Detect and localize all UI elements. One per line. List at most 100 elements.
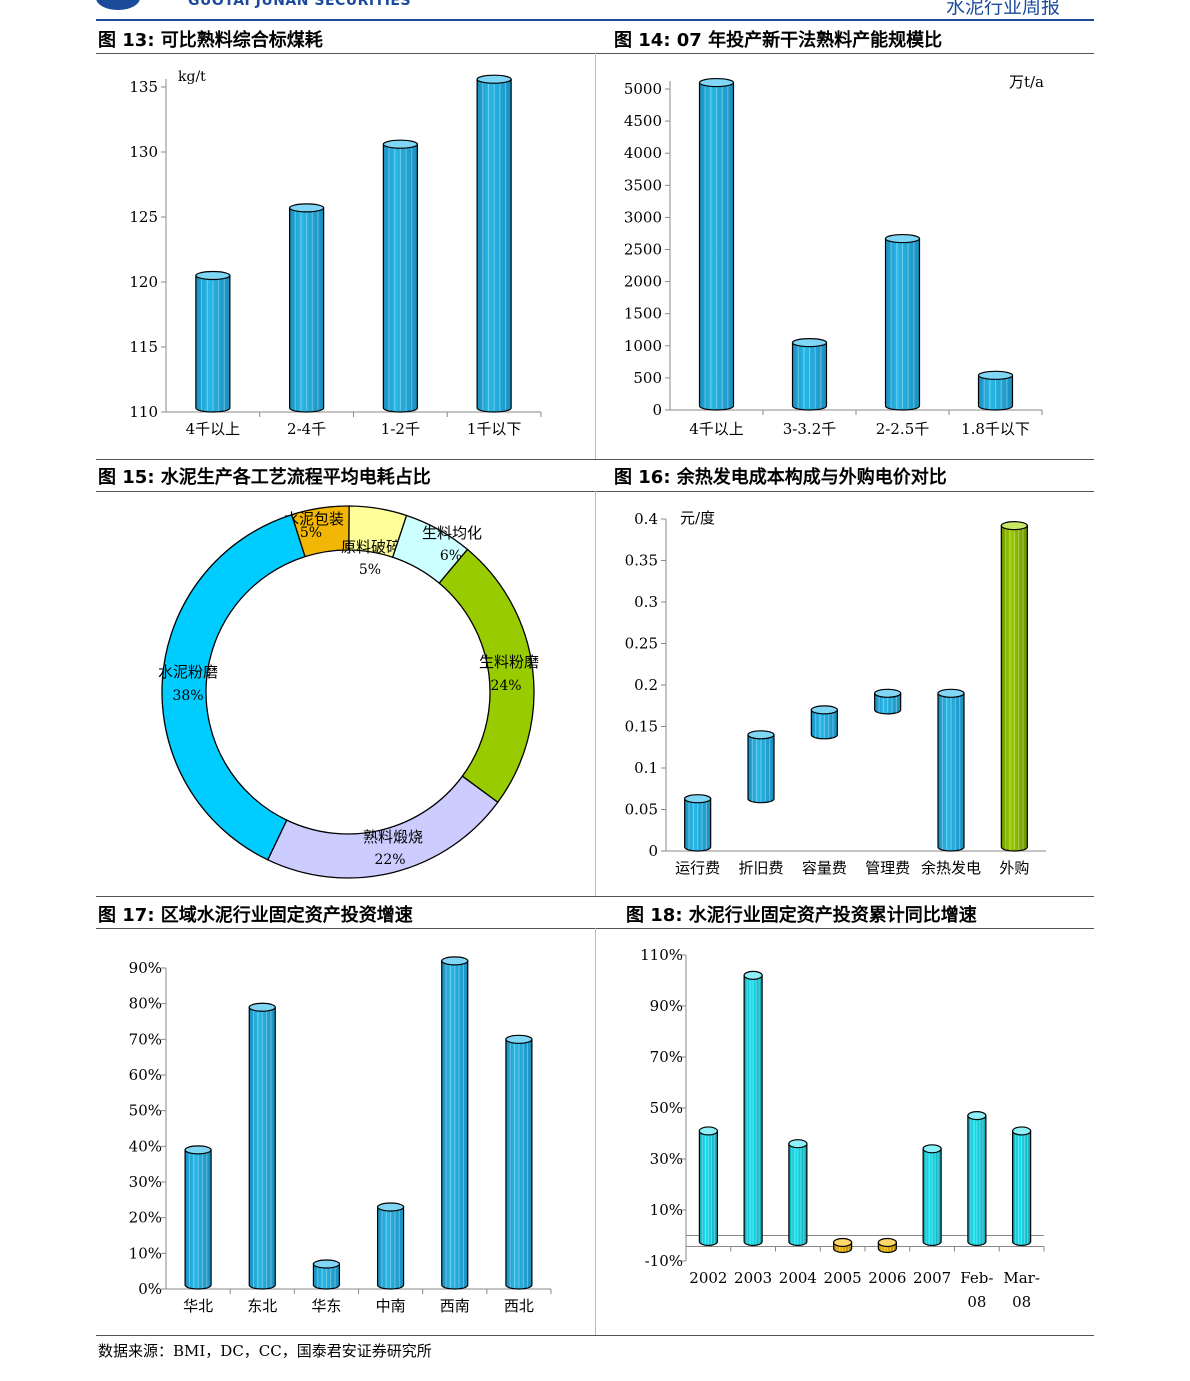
- fig14-y-tick-label: 4000: [624, 144, 662, 162]
- fig17-category-label: 华东: [311, 1297, 341, 1315]
- fig18-y-tick-label: -10%: [645, 1252, 683, 1270]
- fig15-slice-pct: 5%: [359, 562, 381, 578]
- fig17-bar-top: [376, 1202, 405, 1212]
- fig18-category-label: 08: [1012, 1293, 1031, 1311]
- fig14-y-tick-label: 3500: [624, 176, 662, 194]
- fig17-bar-top: [312, 1259, 341, 1269]
- fig17-category-label: 中南: [376, 1297, 406, 1315]
- fig14-bar: [977, 370, 1014, 411]
- fig18-bar: [788, 1139, 808, 1247]
- fig15-slice-pct: 6%: [440, 548, 462, 564]
- fig18-y-tick-label: 70%: [650, 1048, 683, 1066]
- fig14-bar: [698, 77, 735, 411]
- fig17-bar-body: [248, 1006, 276, 1290]
- fig18-bar-body: [788, 1143, 808, 1247]
- fig16-bar-top: [810, 705, 838, 715]
- fig15-slice-label: 生料均化: [422, 524, 482, 542]
- fig18-bar-top: [698, 1126, 718, 1136]
- fig13-bar: [382, 139, 418, 413]
- fig14-bar: [791, 337, 828, 411]
- fig15-slice: [161, 513, 306, 861]
- fig13-y-tick-label: 135: [129, 78, 158, 96]
- fig17-y-tick-label: 20%: [129, 1209, 162, 1227]
- fig14-bar-top: [884, 233, 921, 244]
- rule-row2-top: [96, 459, 1094, 460]
- fig17-y-tick-label: 80%: [129, 995, 162, 1013]
- fig15-slice-pct: 38%: [172, 688, 203, 704]
- fig14-bar-top: [698, 77, 735, 88]
- fig18-bar-body: [743, 974, 763, 1247]
- fig15-slice-label: 原料破碎: [341, 538, 401, 556]
- fig14-y-tick-label: 500: [633, 369, 662, 387]
- fig16-bar-body: [810, 709, 838, 740]
- fig14-title: 图 14: 07 年投产新干法熟料产能规模比: [614, 30, 943, 51]
- fig16-bar: [747, 730, 775, 804]
- fig15-slice-label: 熟料煅烧: [363, 828, 423, 846]
- fig18-category-label: 2003: [734, 1269, 772, 1287]
- fig15-slice-label: 水泥包装: [284, 510, 344, 528]
- fig18-bar-body: [922, 1148, 942, 1247]
- fig17-bar: [441, 956, 469, 1290]
- fig16-bar: [937, 688, 965, 852]
- fig18-bar-body: [1012, 1130, 1032, 1247]
- fig17-bar-top: [184, 1145, 212, 1155]
- fig18-bar-top: [922, 1144, 942, 1154]
- header-rule: [96, 19, 1094, 21]
- fig15-slice-pct: 24%: [490, 678, 521, 694]
- fig14-category-label: 2-2.5千: [876, 420, 929, 438]
- divider-row1: [595, 53, 596, 459]
- fig15-title: 图 15: 水泥生产各工艺流程平均电耗占比: [98, 467, 431, 488]
- fig18-category-label: 08: [967, 1293, 986, 1311]
- fig18-bar: [967, 1111, 987, 1247]
- fig17-y-tick-label: 30%: [129, 1173, 162, 1191]
- fig13-bar-top: [382, 139, 418, 149]
- fig17-category-label: 西南: [440, 1297, 470, 1315]
- fig18-bar-top: [788, 1139, 808, 1149]
- fig16-category-label: 折旧费: [738, 859, 783, 877]
- fig16-bar: [684, 794, 712, 852]
- fig14-category-label: 4千以上: [689, 420, 744, 438]
- report-title: 水泥行业周报: [945, 0, 1060, 18]
- fig18-category-label: 2004: [779, 1269, 817, 1287]
- fig16-bar: [874, 688, 902, 715]
- fig17-y-tick-label: 70%: [129, 1030, 162, 1048]
- fig13-bar-body: [382, 143, 418, 413]
- fig13-bar: [289, 203, 325, 413]
- fig14-y-tick-label: 5000: [624, 80, 662, 98]
- fig17-bar-top: [505, 1034, 533, 1044]
- fig15-slice-label: 生料粉磨: [479, 653, 539, 671]
- fig13-category-label: 4千以上: [186, 420, 241, 438]
- fig13-bar-top: [195, 270, 231, 281]
- fig17-bar: [312, 1259, 341, 1290]
- fig16-bar-top: [747, 730, 775, 740]
- fig18-bar: [1012, 1126, 1032, 1247]
- fig14-y-tick-label: 4500: [624, 112, 662, 130]
- fig13-bar: [476, 74, 512, 413]
- fig16-category-label: 容量费: [802, 859, 847, 877]
- fig17-category-label: 华北: [183, 1297, 213, 1315]
- fig17-bar-top: [248, 1002, 276, 1012]
- logo-mark: [96, 0, 140, 10]
- fig16-bar: [810, 705, 838, 740]
- fig16-category-label: 运行费: [675, 859, 720, 877]
- fig16-unit: 元/度: [680, 509, 715, 527]
- fig17-bar: [184, 1145, 212, 1290]
- fig18-chart: -10% 10% 30% 50% 70% 90% 110% 2002 2003 2004 2005 2…: [640, 946, 1045, 1311]
- fig18-bar-body: [698, 1130, 718, 1247]
- fig16-bar-body: [1000, 525, 1028, 852]
- fig17-bar: [505, 1034, 533, 1290]
- fig16-bar-top: [874, 688, 902, 698]
- fig16-y-tick-label: 0.05: [625, 801, 658, 819]
- fig17-title: 图 17: 区域水泥行业固定资产投资增速: [98, 905, 413, 926]
- fig14-bar-body: [791, 341, 828, 411]
- fig13-unit: kg/t: [178, 69, 206, 85]
- fig17-y-tick-label: 10%: [129, 1244, 162, 1262]
- fig17-bar-body: [312, 1263, 341, 1290]
- fig16-category-label: 余热发电: [921, 859, 981, 877]
- fig16-bar-body: [937, 692, 965, 852]
- fig17-bar-body: [505, 1038, 533, 1290]
- fig15-slice: [438, 548, 535, 804]
- fig16-y-tick-label: 0.1: [634, 759, 658, 777]
